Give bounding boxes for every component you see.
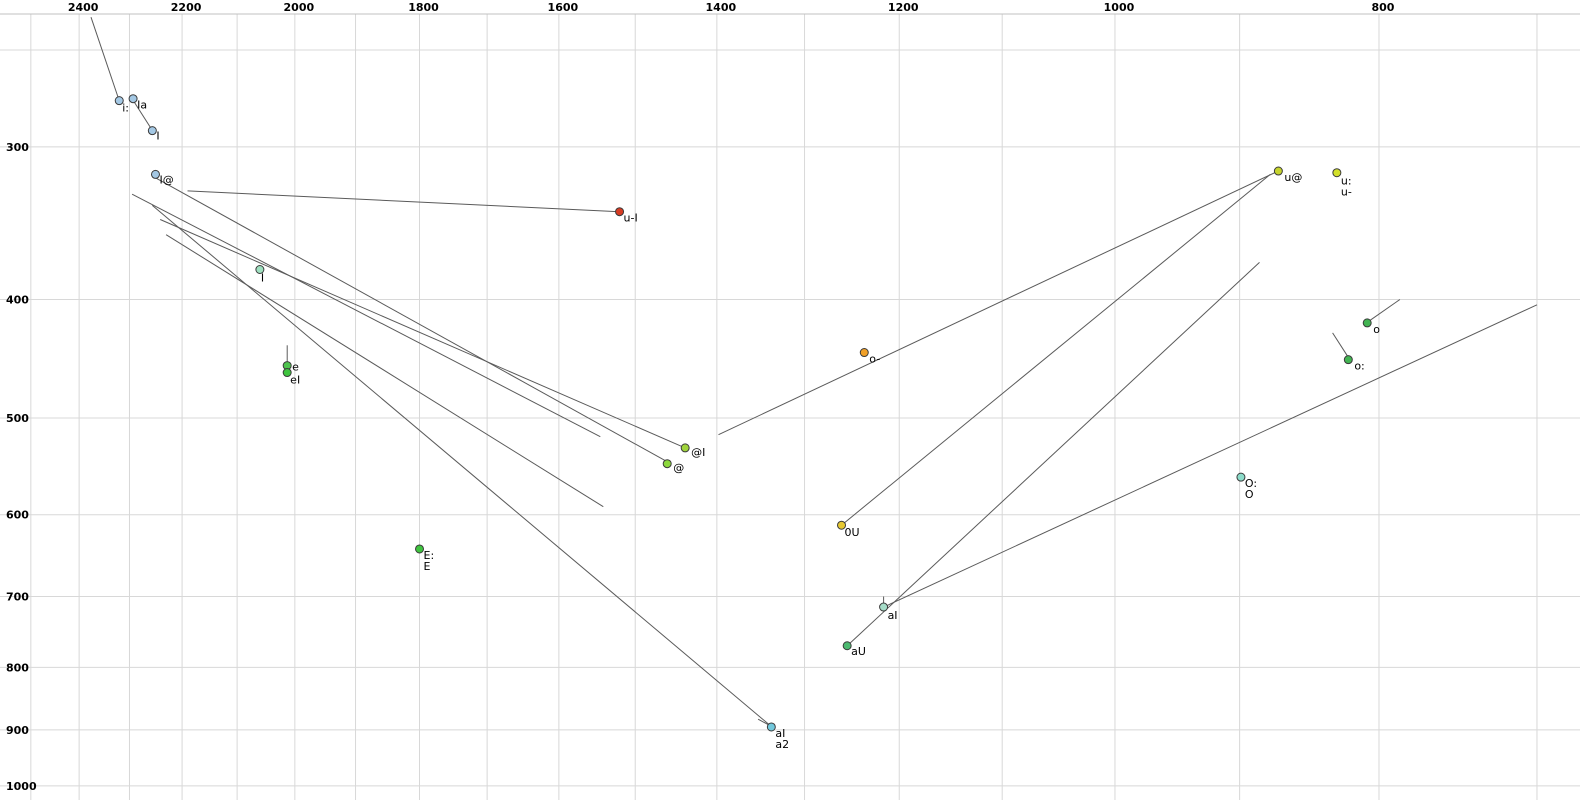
vowel-label: O: [1245, 477, 1257, 490]
vowel-point[interactable] [128, 94, 138, 104]
vowel-point[interactable] [255, 264, 265, 274]
y-tick-label: 600 [6, 509, 29, 522]
vowel-label: 0U [845, 526, 860, 539]
trajectory-line [841, 174, 1271, 526]
vowel-label: u-I [624, 212, 638, 225]
y-tick-label: 900 [6, 724, 29, 737]
x-tick-label: 1600 [548, 1, 579, 14]
trajectory-line [187, 190, 620, 213]
x-tick-label: 1000 [1104, 1, 1135, 14]
vowel-point[interactable] [282, 368, 292, 378]
vowel-label: o: [1354, 360, 1364, 373]
y-tick-label: 500 [6, 412, 29, 425]
y-tick-label: 300 [6, 141, 29, 154]
x-tick-label: 2400 [68, 1, 99, 14]
trajectory-line [883, 304, 1538, 608]
vowel-point[interactable] [766, 722, 776, 732]
trajectory-line [846, 262, 1260, 647]
trajectory-line [131, 193, 601, 438]
vowel-point[interactable] [1362, 318, 1372, 328]
trajectory-line [1369, 299, 1401, 321]
vowel-point[interactable] [1273, 166, 1283, 176]
vowel-label: eI [290, 374, 300, 387]
vowel-point[interactable] [879, 602, 889, 612]
vowel-label: aI [775, 727, 785, 740]
trajectory-line [90, 17, 120, 101]
vowel-point[interactable] [859, 348, 869, 358]
trajectory-line [160, 219, 686, 449]
vowel-label-secondary: a2 [775, 738, 789, 751]
vowel-point[interactable] [662, 459, 672, 469]
vowel-label: Ia [137, 99, 147, 112]
trajectory-line [1332, 332, 1349, 358]
trajectory-line [165, 234, 604, 508]
vowel-label: o [1373, 323, 1380, 336]
vowel-label: o- [869, 353, 880, 366]
vowel-label-secondary: O [1245, 488, 1254, 501]
vowel-label: @I [691, 446, 705, 459]
vowel-label: e [292, 361, 299, 374]
trajectory-line [718, 170, 1279, 436]
trajectory-line [155, 177, 668, 463]
y-tick-label: 1000 [6, 780, 37, 793]
vowel-point[interactable] [415, 544, 425, 554]
vowel-label: u: [1341, 175, 1352, 188]
vowel-label: I [261, 271, 264, 284]
vowel-point[interactable] [1332, 168, 1342, 178]
vowel-point[interactable] [114, 96, 124, 106]
vowel-label: E: [424, 549, 435, 562]
vowel-point[interactable] [837, 520, 847, 530]
trajectory-line [134, 102, 152, 130]
vowel-label: @ [673, 462, 684, 475]
vowel-point[interactable] [1343, 355, 1353, 365]
vowel-label: I [156, 130, 159, 143]
y-tick-label: 400 [6, 294, 29, 307]
y-tick-label: 700 [6, 591, 29, 604]
x-tick-label: 1400 [706, 1, 737, 14]
vowel-point[interactable] [150, 169, 160, 179]
vowel-point[interactable] [615, 207, 625, 217]
y-tick-label: 800 [6, 661, 29, 674]
vowel-label: aU [851, 645, 866, 658]
vowel-point[interactable] [842, 641, 852, 651]
vowel-point[interactable] [680, 443, 690, 453]
x-tick-label: 800 [1371, 1, 1394, 14]
trajectory-line [151, 205, 771, 727]
vowel-point[interactable] [147, 126, 157, 136]
vowel-label: i: [122, 102, 129, 115]
x-tick-label: 1200 [888, 1, 919, 14]
vowel-label: I@ [159, 173, 173, 186]
vowel-label: aI [888, 609, 898, 622]
vowel-label-secondary: u- [1341, 186, 1352, 199]
vowel-label-secondary: E [424, 560, 431, 573]
x-tick-label: 2200 [171, 1, 202, 14]
x-tick-label: 2000 [284, 1, 315, 14]
vowel-point[interactable] [1236, 472, 1246, 482]
x-tick-label: 1800 [408, 1, 439, 14]
vowel-label: u@ [1284, 171, 1302, 184]
